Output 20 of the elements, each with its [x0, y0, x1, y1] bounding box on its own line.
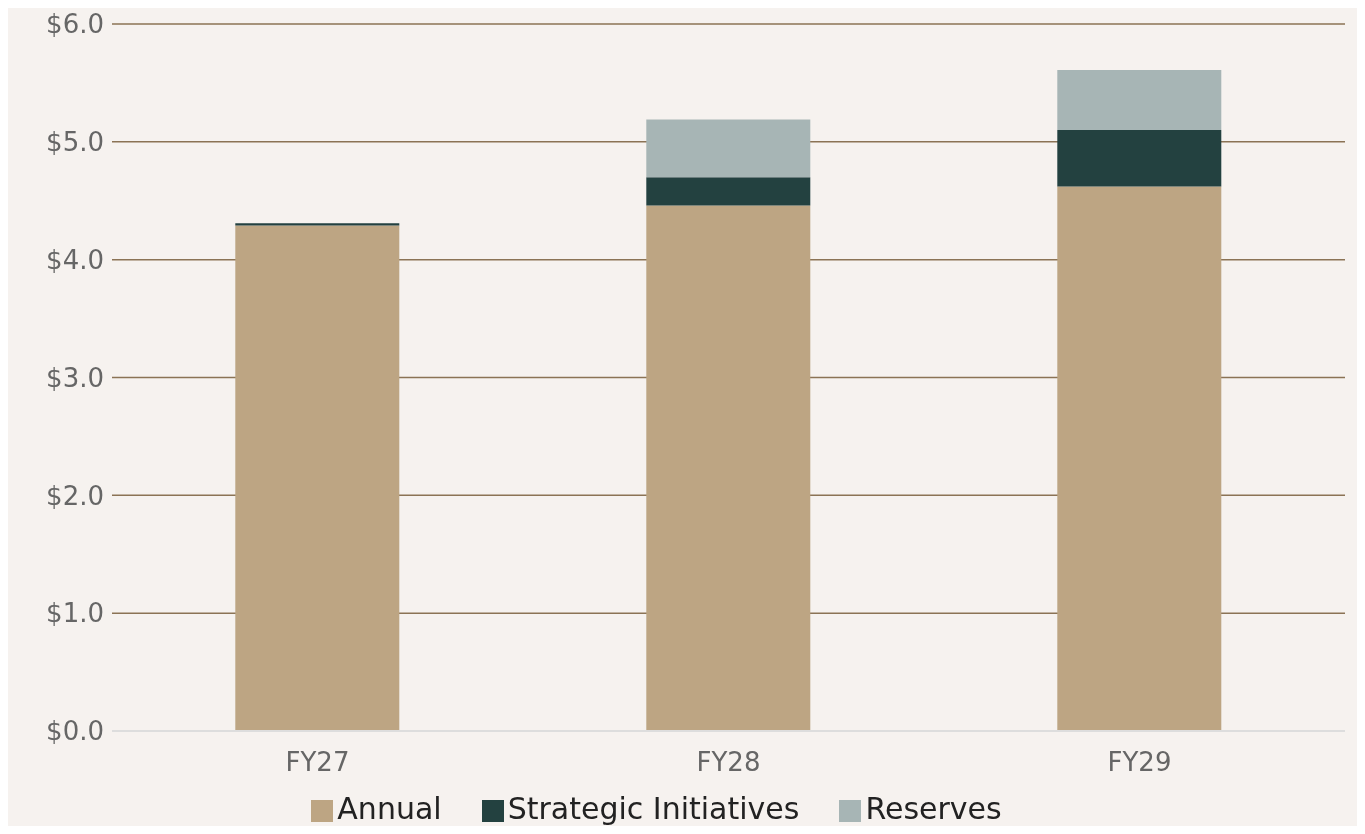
y-tick-label: $2.0	[46, 480, 104, 511]
bar	[1057, 186, 1222, 731]
bar	[235, 225, 400, 731]
bar	[1057, 130, 1222, 187]
y-tick-label: $3.0	[46, 362, 104, 393]
legend-label: Reserves	[865, 791, 1002, 826]
y-tick-label: $1.0	[46, 598, 104, 629]
x-tick-label: FY29	[1107, 747, 1172, 778]
bar	[1057, 69, 1222, 131]
y-tick-label: $0.0	[46, 716, 104, 747]
y-tick-label: $6.0	[46, 9, 104, 40]
y-tick-label: $4.0	[46, 244, 104, 275]
x-tick-label: FY27	[285, 747, 350, 778]
legend-label: Strategic Initiatives	[507, 791, 800, 826]
legend-label: Annual	[337, 791, 442, 826]
bar	[646, 205, 811, 731]
bar	[646, 177, 811, 206]
bar	[646, 119, 811, 178]
x-tick-label: FY28	[696, 747, 761, 778]
y-tick-label: $5.0	[46, 127, 104, 158]
